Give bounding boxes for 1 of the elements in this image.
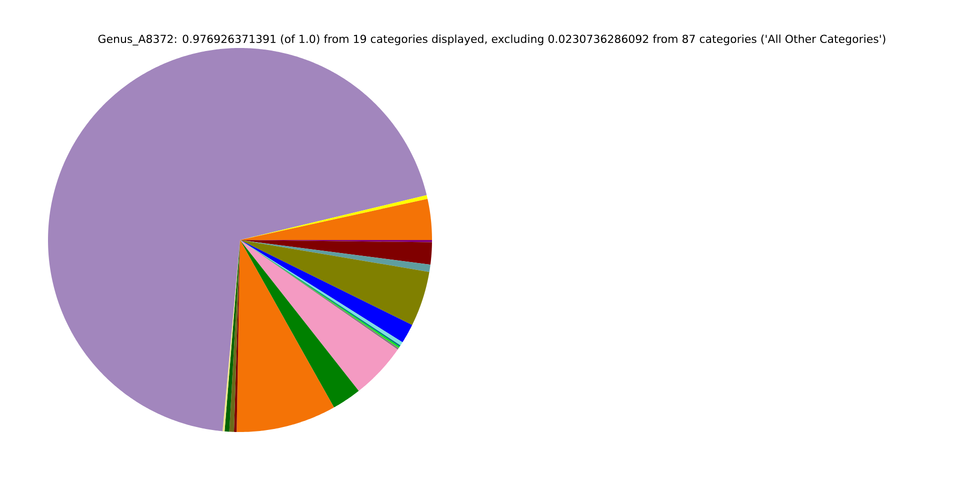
text: Genus_A8372: 0.976926371391 (of 1.0) from 19 categories displayed, excluding 0.0230736286092 from 87 categories ('All Other Categories') [98, 34, 886, 46]
